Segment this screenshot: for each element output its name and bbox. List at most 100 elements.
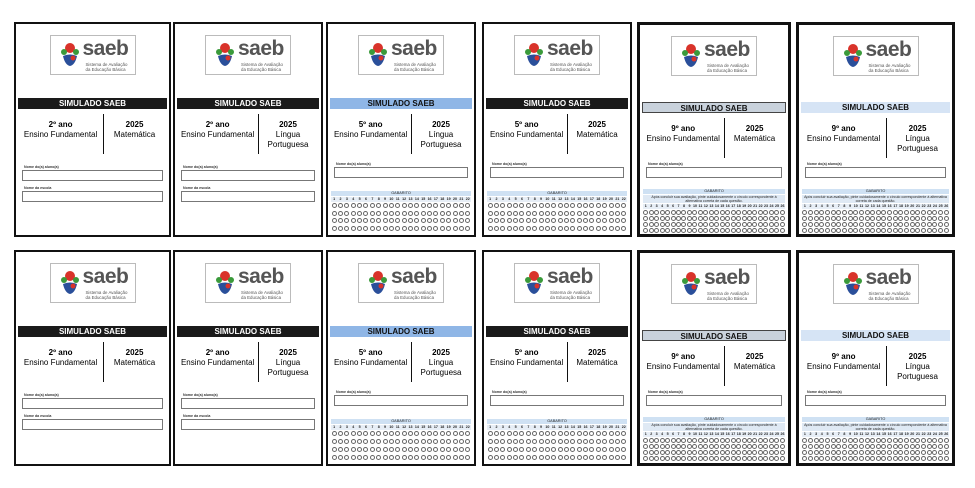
answer-bubble[interactable] — [595, 431, 601, 437]
answer-bubble[interactable] — [909, 216, 915, 222]
answer-bubble[interactable] — [363, 210, 369, 216]
answer-bubble[interactable] — [363, 446, 369, 452]
answer-bubble[interactable] — [433, 225, 439, 231]
answer-bubble[interactable] — [494, 210, 500, 216]
answer-bubble[interactable] — [864, 216, 870, 222]
answer-bubble[interactable] — [853, 221, 859, 227]
answer-bubble[interactable] — [350, 446, 356, 452]
answer-bubble[interactable] — [363, 431, 369, 437]
answer-bubble[interactable] — [665, 221, 671, 227]
answer-bubble[interactable] — [824, 216, 830, 222]
answer-bubble[interactable] — [439, 446, 445, 452]
answer-bubble[interactable] — [921, 210, 927, 216]
answer-bubble[interactable] — [458, 446, 464, 452]
answer-bubble[interactable] — [544, 439, 550, 445]
answer-bubble[interactable] — [725, 438, 731, 444]
answer-bubble[interactable] — [439, 431, 445, 437]
answer-bubble[interactable] — [570, 446, 576, 452]
answer-bubble[interactable] — [675, 444, 681, 450]
answer-bubble[interactable] — [551, 439, 557, 445]
answer-bubble[interactable] — [659, 444, 665, 450]
answer-bubble[interactable] — [344, 210, 350, 216]
answer-bubble[interactable] — [433, 203, 439, 209]
answer-bubble[interactable] — [909, 449, 915, 455]
answer-bubble[interactable] — [452, 225, 458, 231]
answer-bubble[interactable] — [802, 210, 808, 216]
answer-bubble[interactable] — [494, 225, 500, 231]
answer-bubble[interactable] — [350, 210, 356, 216]
answer-bubble[interactable] — [551, 225, 557, 231]
answer-bubble[interactable] — [427, 218, 433, 224]
answer-bubble[interactable] — [779, 210, 785, 216]
answer-bubble[interactable] — [525, 431, 531, 437]
answer-bubble[interactable] — [892, 438, 898, 444]
answer-bubble[interactable] — [858, 438, 864, 444]
answer-bubble[interactable] — [506, 431, 512, 437]
answer-bubble[interactable] — [708, 455, 714, 461]
answer-bubble[interactable] — [513, 210, 519, 216]
answer-bubble[interactable] — [774, 221, 780, 227]
answer-bubble[interactable] — [544, 218, 550, 224]
answer-bubble[interactable] — [376, 218, 382, 224]
answer-bubble[interactable] — [681, 227, 687, 233]
answer-bubble[interactable] — [938, 210, 944, 216]
answer-bubble[interactable] — [659, 210, 665, 216]
answer-bubble[interactable] — [350, 439, 356, 445]
answer-bubble[interactable] — [757, 444, 763, 450]
answer-bubble[interactable] — [675, 449, 681, 455]
answer-bubble[interactable] — [414, 431, 420, 437]
answer-bubble[interactable] — [659, 455, 665, 461]
answer-bubble[interactable] — [836, 438, 842, 444]
answer-bubble[interactable] — [331, 431, 337, 437]
answer-bubble[interactable] — [881, 449, 887, 455]
answer-bubble[interactable] — [830, 449, 836, 455]
answer-bubble[interactable] — [395, 218, 401, 224]
answer-bubble[interactable] — [836, 227, 842, 233]
answer-bubble[interactable] — [557, 439, 563, 445]
answer-bubble[interactable] — [926, 444, 932, 450]
answer-bubble[interactable] — [595, 225, 601, 231]
answer-bubble[interactable] — [898, 210, 904, 216]
answer-bubble[interactable] — [714, 438, 720, 444]
answer-bubble[interactable] — [932, 455, 938, 461]
answer-bubble[interactable] — [532, 446, 538, 452]
answer-bubble[interactable] — [648, 455, 654, 461]
answer-bubble[interactable] — [576, 439, 582, 445]
answer-bubble[interactable] — [382, 439, 388, 445]
answer-bubble[interactable] — [703, 227, 709, 233]
answer-bubble[interactable] — [506, 454, 512, 460]
answer-bubble[interactable] — [369, 439, 375, 445]
answer-bubble[interactable] — [774, 438, 780, 444]
answer-bubble[interactable] — [847, 221, 853, 227]
answer-bubble[interactable] — [898, 227, 904, 233]
answer-bubble[interactable] — [608, 203, 614, 209]
answer-bubble[interactable] — [621, 225, 627, 231]
answer-bubble[interactable] — [697, 227, 703, 233]
answer-bubble[interactable] — [932, 227, 938, 233]
answer-bubble[interactable] — [725, 449, 731, 455]
answer-bubble[interactable] — [643, 444, 649, 450]
answer-bubble[interactable] — [841, 444, 847, 450]
answer-bubble[interactable] — [681, 444, 687, 450]
answer-bubble[interactable] — [487, 439, 493, 445]
answer-bubble[interactable] — [708, 216, 714, 222]
answer-bubble[interactable] — [881, 455, 887, 461]
answer-bubble[interactable] — [932, 210, 938, 216]
answer-bubble[interactable] — [576, 454, 582, 460]
answer-bubble[interactable] — [670, 444, 676, 450]
answer-bubble[interactable] — [525, 210, 531, 216]
answer-bubble[interactable] — [350, 431, 356, 437]
answer-bubble[interactable] — [357, 203, 363, 209]
answer-bubble[interactable] — [446, 446, 452, 452]
answer-bubble[interactable] — [648, 449, 654, 455]
answer-bubble[interactable] — [714, 444, 720, 450]
answer-bubble[interactable] — [408, 225, 414, 231]
answer-bubble[interactable] — [926, 216, 932, 222]
answer-bubble[interactable] — [703, 210, 709, 216]
answer-bubble[interactable] — [376, 225, 382, 231]
answer-bubble[interactable] — [836, 221, 842, 227]
answer-bubble[interactable] — [357, 454, 363, 460]
answer-bubble[interactable] — [452, 203, 458, 209]
answer-bubble[interactable] — [847, 216, 853, 222]
answer-bubble[interactable] — [458, 203, 464, 209]
